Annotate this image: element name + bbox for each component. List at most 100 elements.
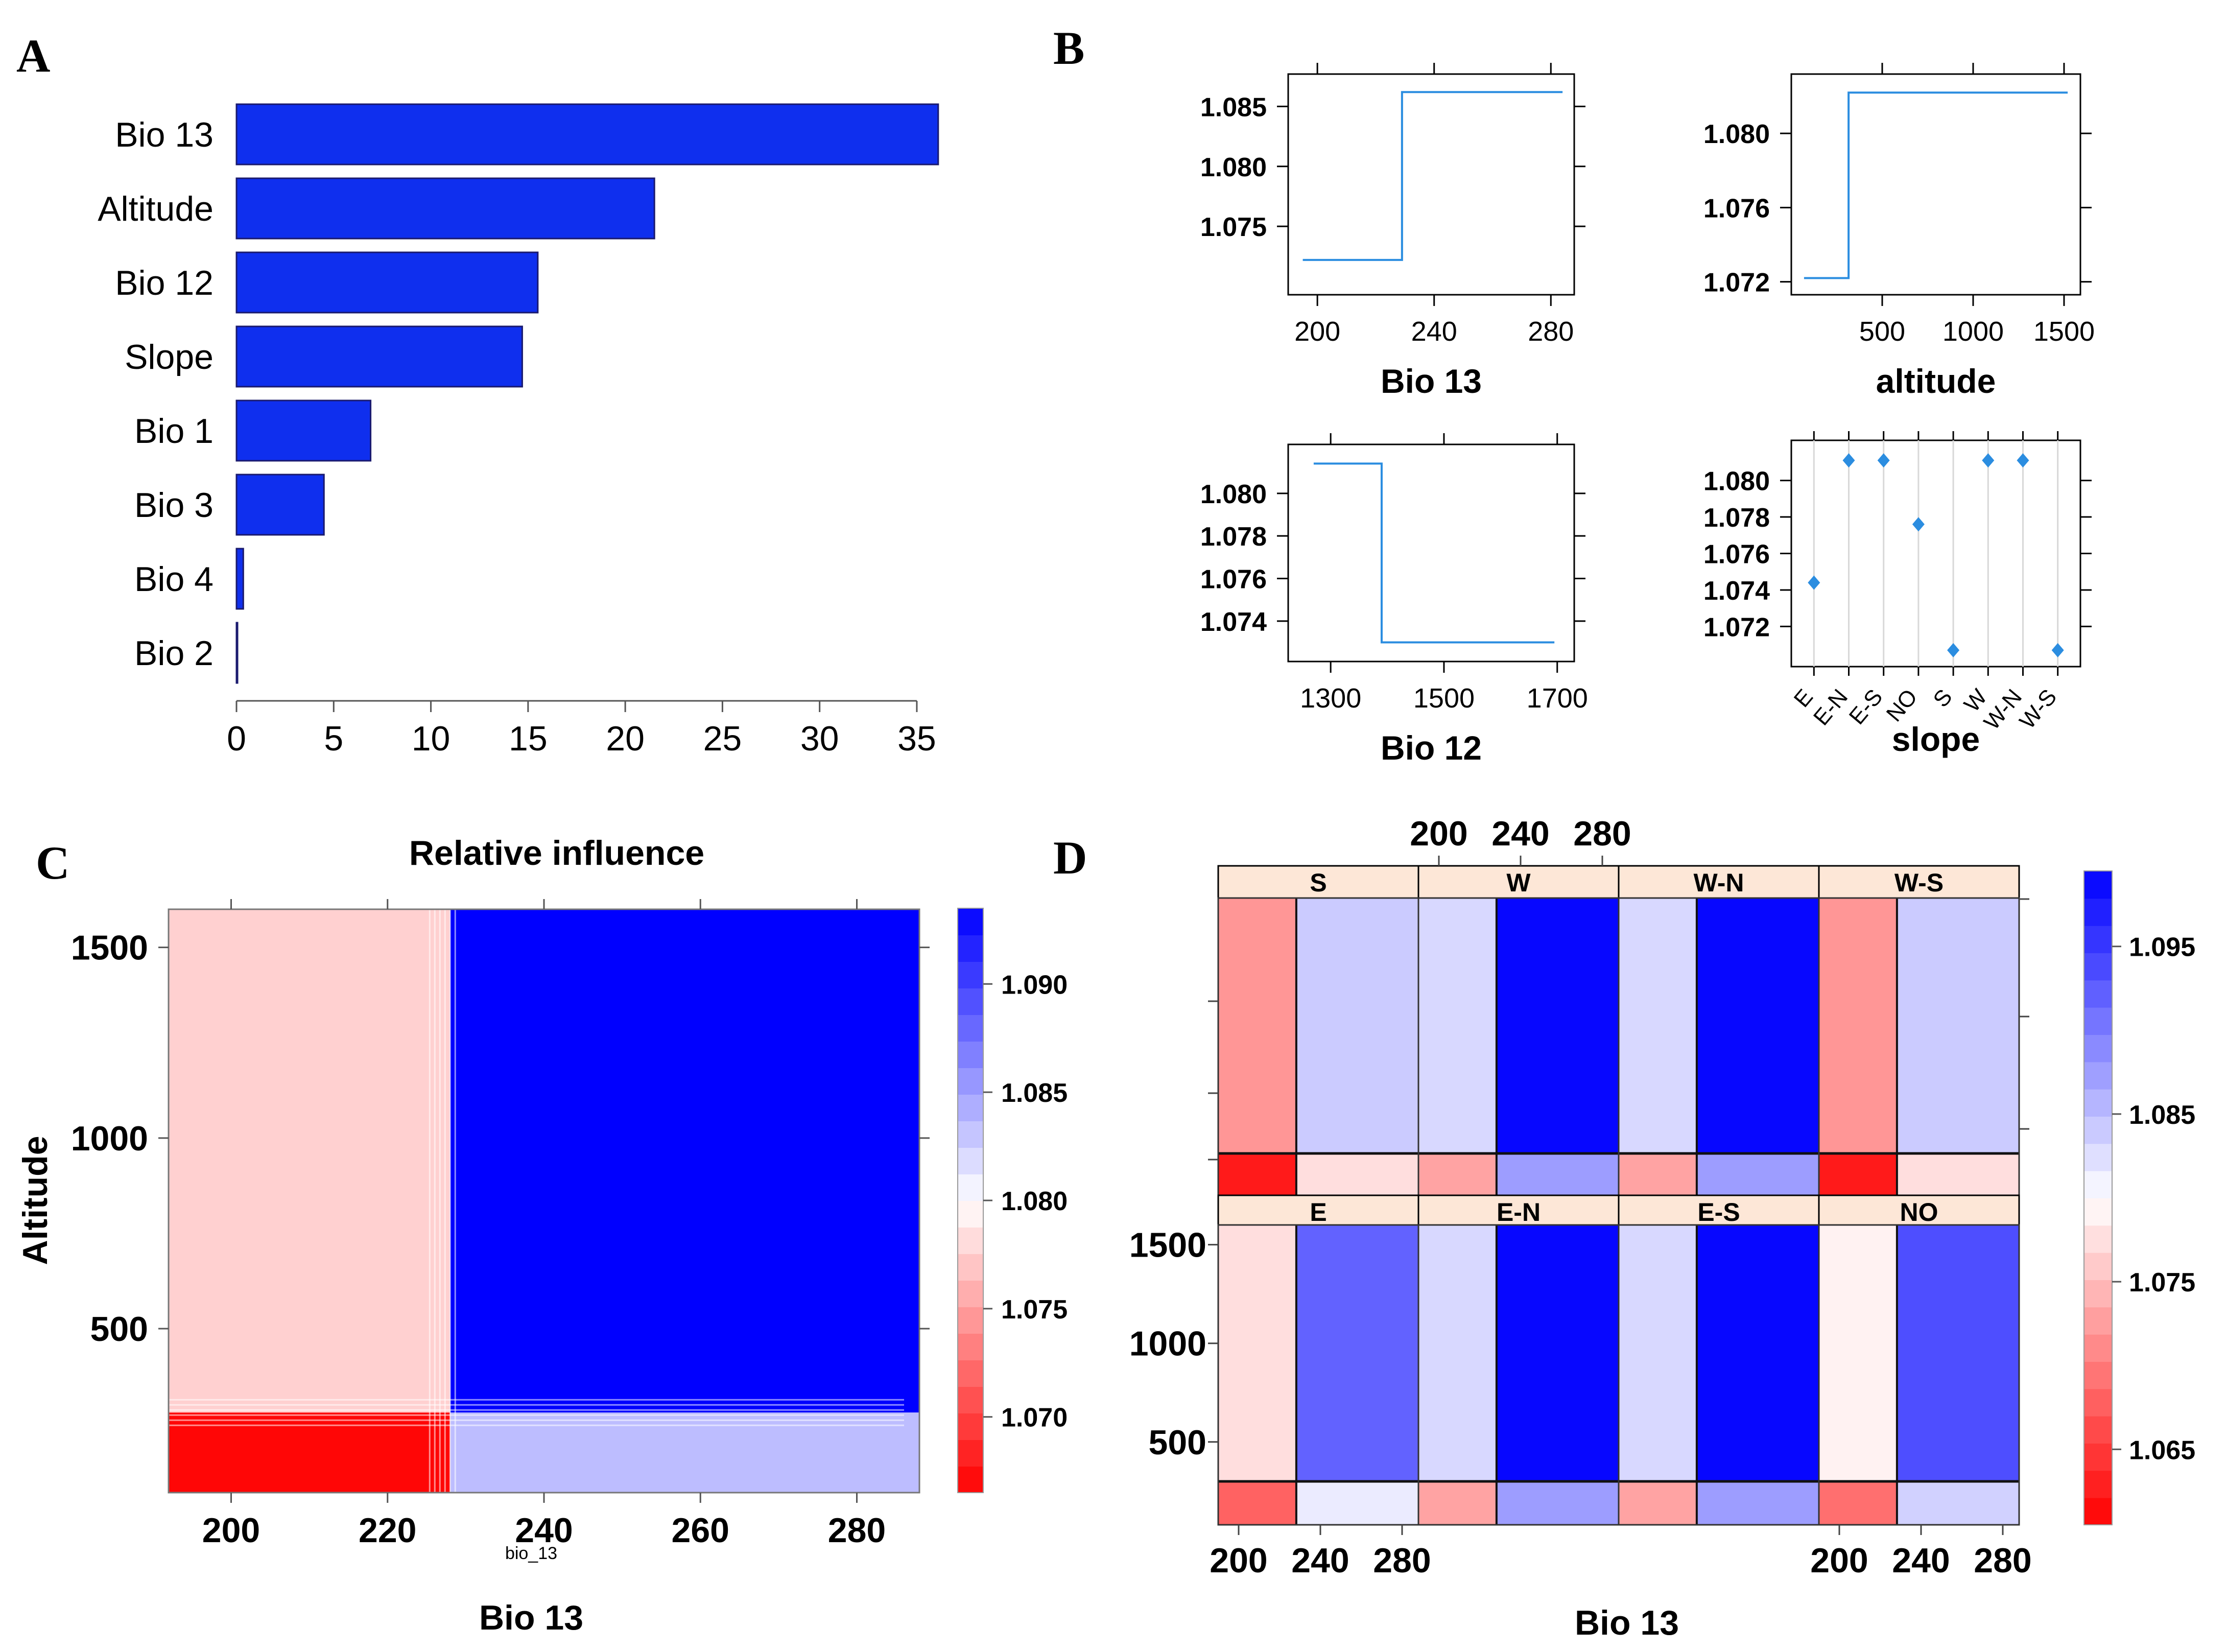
colorbar-frame: [2083, 870, 2113, 1525]
colorbar-segment: [958, 1174, 983, 1201]
heatmap-cell: [1218, 1481, 1296, 1525]
colorbar-segment: [2084, 980, 2112, 1008]
bar-label: Bio 3: [134, 486, 214, 525]
x-tick-label: 30: [800, 719, 839, 758]
x-tick-label: W-N: [1979, 685, 2027, 735]
colorbar-segment: [958, 1014, 983, 1042]
x-tick-label: S: [1928, 685, 1957, 712]
plot-frame: [1287, 443, 1575, 663]
colorbar-tick-label: 1.075: [2129, 1268, 2195, 1297]
bar-label: Bio 1: [134, 412, 214, 451]
colorbar-tick-label: 1.065: [2129, 1435, 2195, 1465]
bar-label: Bio 13: [115, 115, 214, 154]
x-tick-label: 1300: [1300, 683, 1361, 714]
plot-frame: [1790, 439, 2081, 668]
heatmap-cell: [1819, 1481, 1897, 1525]
heatmap-cell: [1897, 1153, 2019, 1195]
colorbar-segment: [2084, 1170, 2112, 1198]
y-tick-label: 1000: [1129, 1325, 1206, 1363]
heatmap-cell: [450, 909, 919, 1413]
panel-a-bar-chart: Bio 13 Altitude Bio 12 Slope Bio 1 Bio 3 Bio 4…: [98, 103, 939, 758]
colorbar-segment: [958, 1094, 983, 1121]
y-tick-label: 500: [1149, 1423, 1206, 1462]
colorbar-segment: [2084, 1443, 2112, 1471]
heatmap-cell: [1496, 898, 1619, 1153]
x-axis-title: Bio 13: [1381, 362, 1482, 400]
series-line: [1313, 462, 1555, 644]
x-tick-label: 25: [703, 719, 742, 758]
data-point: [1912, 517, 1925, 532]
bar: [235, 103, 939, 166]
colorbar-segment: [2084, 1007, 2112, 1035]
x-tick-label: 240: [1892, 1541, 1950, 1580]
bar-label: Bio 12: [115, 264, 214, 302]
x-tick-label: 280: [1528, 316, 1574, 347]
data-point: [1842, 453, 1855, 468]
y-tick-label: 1.072: [1703, 268, 1770, 298]
x-tick-label: 240: [515, 1511, 573, 1550]
colorbar-segment: [958, 1413, 983, 1440]
bar: [235, 399, 372, 462]
data-point: [1877, 453, 1890, 468]
heatmap-cell: [1296, 1153, 1418, 1195]
strip-label: W-S: [1894, 868, 1944, 897]
bar-label: Slope: [125, 338, 214, 376]
x-tick-label: 0: [227, 719, 246, 758]
sub-axis-label: bio_13: [505, 1544, 557, 1563]
colorbar-segment: [958, 1333, 983, 1360]
x-axis-title: Bio 12: [1381, 729, 1482, 767]
bar: [235, 622, 239, 684]
heatmap-cell: [1819, 1153, 1897, 1195]
data-point: [1808, 575, 1820, 590]
colorbar-segment: [958, 1121, 983, 1148]
x-tick-label: 280: [1373, 1541, 1431, 1580]
colorbar-segment: [2084, 871, 2112, 899]
colorbar-segment: [2084, 1034, 2112, 1063]
x-tick-label: 220: [359, 1511, 416, 1550]
strip-header: [1818, 1194, 2020, 1226]
heatmap-cell: [1418, 1225, 1497, 1481]
colorbar-segment: [2084, 1334, 2112, 1362]
colorbar-segment: [958, 935, 983, 962]
panel-label-b: B: [1053, 22, 1084, 74]
bar: [235, 474, 325, 536]
chart-title: Relative influence: [409, 834, 704, 872]
series-line: [1302, 91, 1563, 261]
bar-label: Altitude: [98, 190, 214, 228]
colorbar-tick-label: 1.085: [2129, 1100, 2195, 1130]
data-point: [2017, 453, 2029, 468]
y-axis-title: Altitude: [16, 1136, 55, 1265]
strip-header: [1217, 865, 1419, 899]
plot-frame: [1790, 73, 2081, 296]
data-point: [2051, 643, 2064, 657]
colorbar-segment: [2084, 1252, 2112, 1280]
x-tick-label: 5: [324, 719, 343, 758]
y-tick-label: 1.080: [1200, 480, 1267, 509]
x-tick-label: 35: [897, 719, 936, 758]
bar: [235, 548, 244, 610]
x-tick-label: 200: [1210, 1541, 1267, 1580]
colorbar-segment: [2084, 1116, 2112, 1144]
y-tick-label: 1.076: [1703, 194, 1770, 223]
colorbar-segment: [958, 908, 983, 935]
panel-label-c: C: [36, 837, 69, 889]
bar-label: Bio 4: [134, 560, 214, 599]
x-tick-label: 1500: [1413, 683, 1475, 714]
bar: [235, 251, 539, 314]
bar: [235, 177, 655, 240]
x-tick-label-top: 240: [1491, 814, 1549, 853]
colorbar-segment: [2084, 1361, 2112, 1389]
colorbar-segment: [958, 1360, 983, 1387]
colorbar-segment: [2084, 1388, 2112, 1417]
heatmap-cell: [1418, 898, 1497, 1153]
colorbar-segment: [2084, 898, 2112, 926]
colorbar-segment: [958, 1439, 983, 1467]
colorbar-segment: [2084, 1143, 2112, 1171]
x-tick-label-top: 280: [1573, 814, 1631, 853]
x-axis-title: Bio 13: [479, 1598, 583, 1637]
panel-label-a: A: [16, 30, 50, 82]
colorbar-tick-label: 1.090: [1001, 970, 1068, 1000]
panel-label-d: D: [1053, 832, 1087, 884]
heatmap-cell: [1897, 1481, 2019, 1525]
colorbar-segment: [958, 988, 983, 1015]
